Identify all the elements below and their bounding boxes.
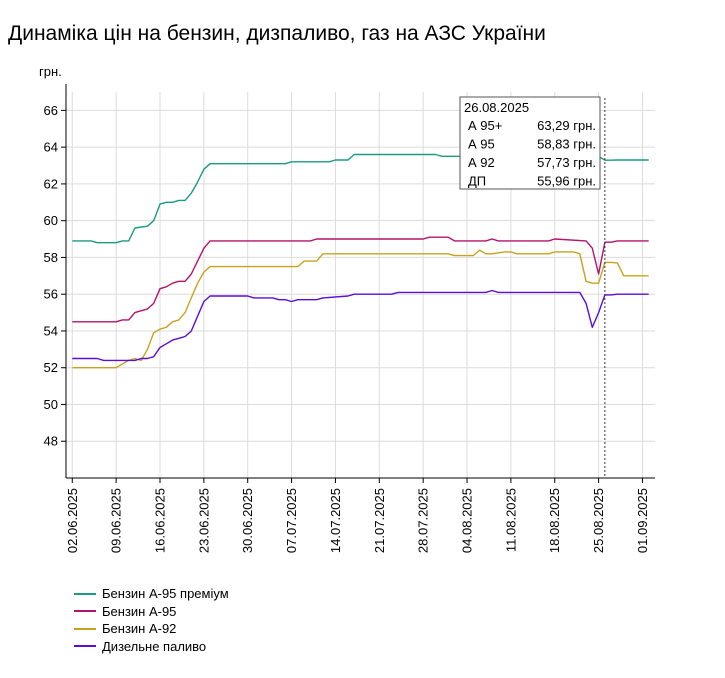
series-line (72, 249, 649, 369)
x-tick-label: 21.07.2025 (372, 488, 387, 553)
y-tick-label: 64 (44, 140, 58, 155)
legend-label: Бензин А-95 (102, 603, 177, 619)
tooltip-date: 26.08.2025 (464, 100, 529, 115)
legend-label: Бензин А-95 преміум (102, 586, 229, 602)
y-tick-label: 56 (44, 287, 58, 302)
legend-swatch (74, 627, 96, 630)
x-tick-label: 09.06.2025 (109, 488, 124, 553)
y-tick-label: 50 (44, 397, 58, 412)
x-tick-label: 11.08.2025 (503, 488, 518, 552)
legend-item[interactable]: Бензин А-95 (74, 603, 229, 621)
axes: 48 50 52 54 56 58 60 62 64 66 02.06.2025 09.06.2025… (39, 64, 655, 553)
legend-item[interactable]: Бензин А-92 (74, 620, 229, 638)
legend-swatch (74, 645, 96, 648)
x-tick-label: 28.07.2025 (416, 488, 431, 553)
x-tick-label: 30.06.2025 (240, 488, 255, 553)
legend-swatch (74, 610, 96, 613)
y-tick-label: 62 (44, 176, 58, 191)
legend-label: Бензин А-92 (102, 621, 177, 637)
series-line (72, 153, 649, 244)
series-lines (72, 153, 649, 369)
legend-item[interactable]: Бензин А-95 преміум (74, 585, 229, 603)
legend-label: Дизельне паливо (102, 638, 207, 654)
x-tick-label: 25.08.2025 (591, 488, 606, 553)
legend-swatch (74, 592, 96, 595)
legend: Бензин А-95 преміум Бензин А-95 Бензин А-9… (74, 585, 229, 655)
y-tick-label: 48 (44, 434, 58, 449)
y-tick-label: 54 (44, 323, 58, 338)
tooltip: 26.08.2025 А 95+ 63,29 грн. А 95 58,83 грн. А… (459, 96, 601, 190)
series-line (72, 289, 649, 362)
tooltip-box (459, 96, 601, 190)
y-axis-label: грн. (39, 64, 62, 79)
legend-item[interactable]: Дизельне паливо (74, 638, 229, 656)
x-tick-label: 07.07.2025 (284, 488, 299, 553)
x-tick-label: 14.07.2025 (328, 488, 343, 553)
tooltip-label: ДП (468, 174, 486, 189)
chart-title: Динаміка цін на бензин, дизпаливо, газ н… (8, 22, 546, 45)
tooltip-value: 63,29 грн. (537, 118, 596, 133)
tooltip-label: А 92 (468, 155, 495, 170)
x-tick-label: 16.06.2025 (152, 488, 167, 553)
series-line (72, 236, 649, 323)
tooltip-value: 55,96 грн. (537, 174, 596, 189)
x-tick-label: 01.09.2025 (635, 488, 650, 553)
x-tick-label: 04.08.2025 (460, 488, 475, 553)
tooltip-value: 58,83 грн. (537, 137, 596, 152)
tooltip-value: 57,73 грн. (537, 155, 596, 170)
x-tick-label: 18.08.2025 (547, 488, 562, 553)
y-tick-label: 66 (44, 103, 58, 118)
y-tick-label: 58 (44, 250, 58, 265)
x-tick-label: 02.06.2025 (65, 488, 80, 553)
y-tick-label: 52 (44, 360, 58, 375)
tooltip-label: А 95 (468, 137, 495, 152)
y-tick-label: 60 (44, 213, 58, 228)
x-tick-label: 23.06.2025 (196, 488, 211, 553)
tooltip-label: А 95+ (468, 118, 502, 133)
